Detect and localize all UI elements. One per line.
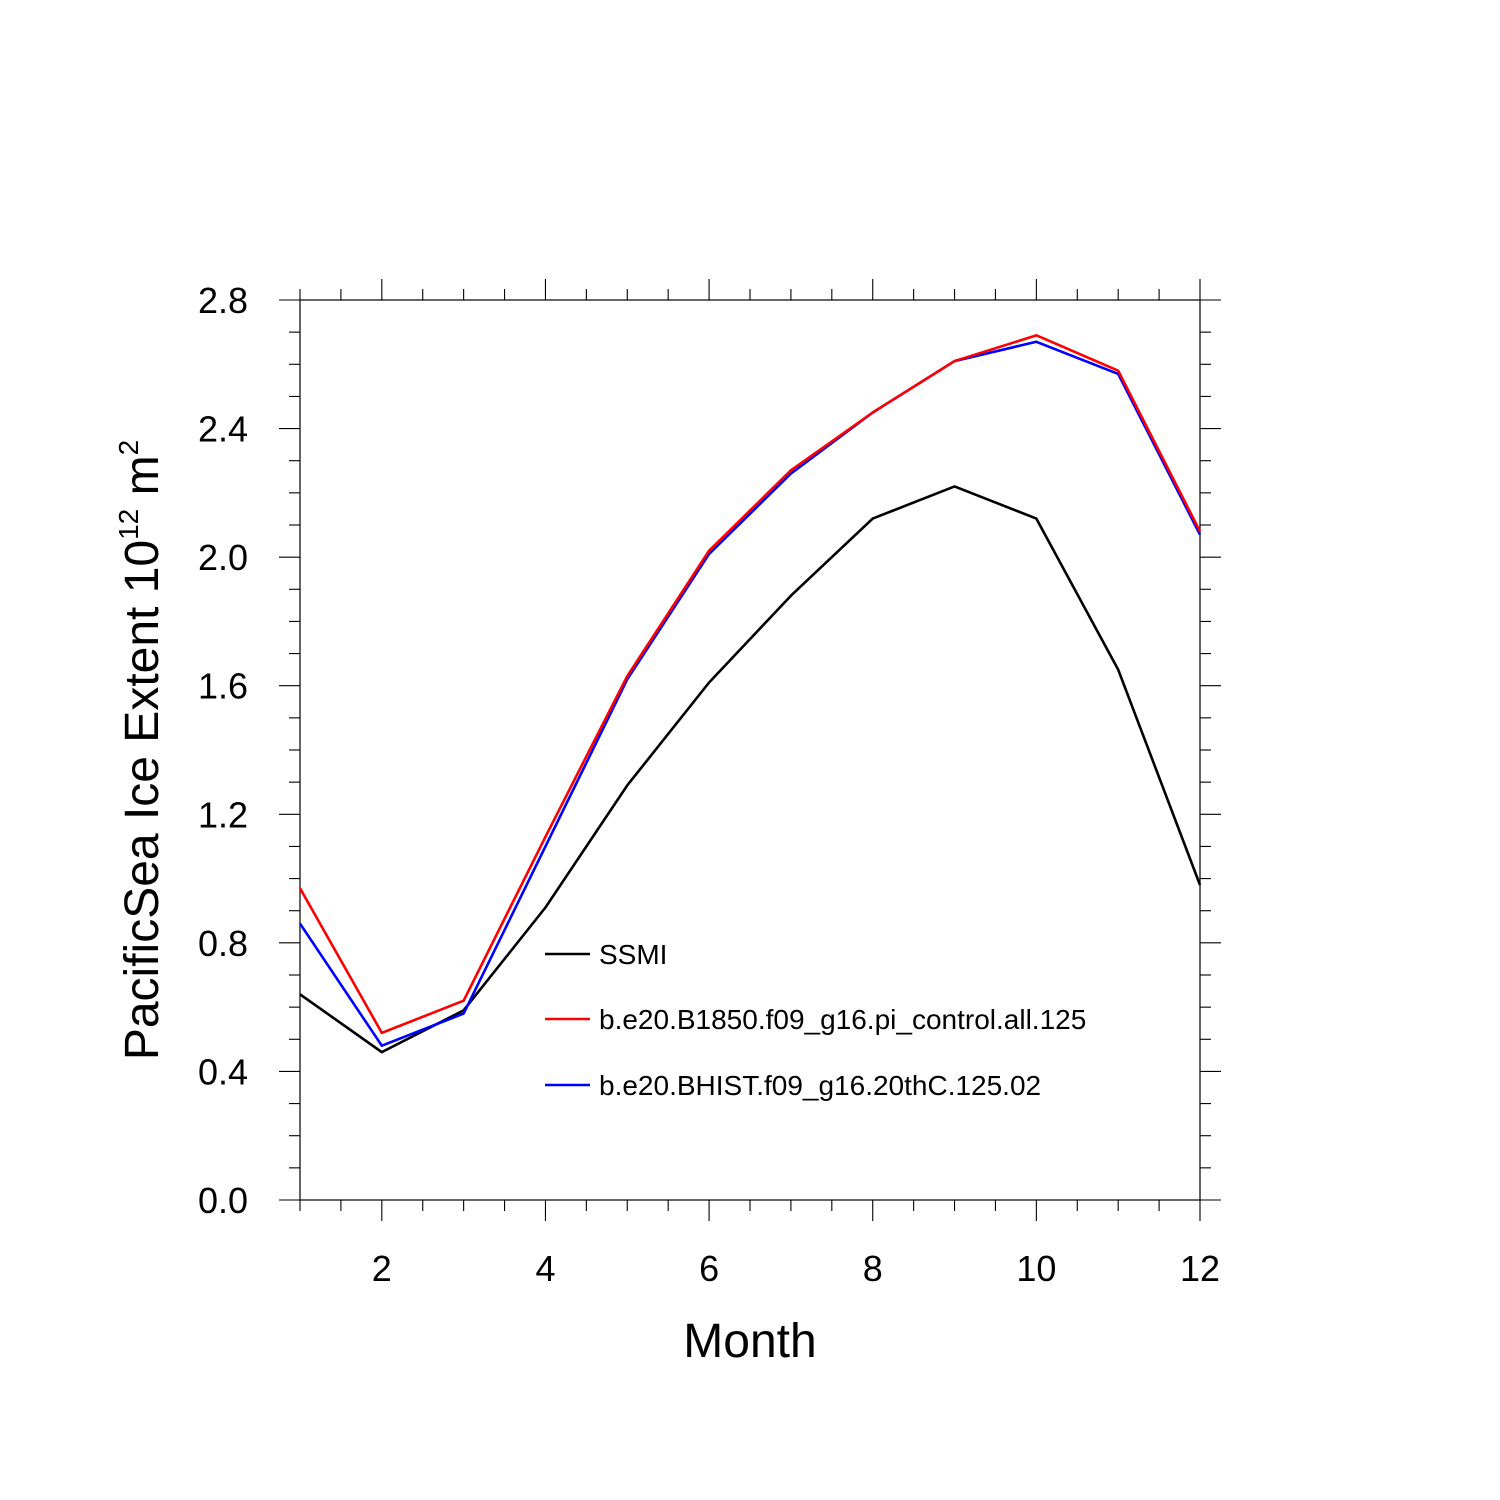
y-tick-label: 2.0 <box>198 537 248 578</box>
x-tick-label: 2 <box>372 1248 392 1289</box>
series-line-2 <box>298 334 1202 1035</box>
x-tick-label: 6 <box>699 1248 719 1289</box>
legend-label: b.e20.BHIST.f09_g16.20thC.125.02 <box>599 1070 1041 1101</box>
y-tick-label: 0.4 <box>198 1051 248 1092</box>
y-tick-label: 2.8 <box>198 280 248 321</box>
y-axis-title-unit: m <box>116 455 169 508</box>
y-tick-label: 1.2 <box>198 794 248 835</box>
y-tick-label: 0.0 <box>198 1180 248 1221</box>
legend-item: b.e20.BHIST.f09_g16.20thC.125.02 <box>545 1070 1041 1101</box>
series-line-1 <box>299 485 1202 1054</box>
x-tick-label: 12 <box>1180 1248 1220 1289</box>
x-tick-labels: 2 4 6 8 10 12 <box>372 1248 1220 1289</box>
ticks-layer <box>279 279 1221 1221</box>
x-tick-label: 4 <box>535 1248 555 1289</box>
y-tick-label: 2.4 <box>198 409 248 450</box>
y-tick-label: 1.6 <box>198 666 248 707</box>
x-tick-label: 8 <box>863 1248 883 1289</box>
y-tick-label: 0.8 <box>198 923 248 964</box>
y-tick-labels: 0.0 0.4 0.8 1.2 1.6 2.0 2.4 2.8 <box>198 280 248 1221</box>
legend: SSMI b.e20.B1850.f09_g16.pi_control.all.1… <box>545 939 1086 1101</box>
series-line-3 <box>298 340 1202 1048</box>
legend-label: b.e20.B1850.f09_g16.pi_control.all.125 <box>599 1004 1086 1035</box>
x-axis-title: Month <box>683 1315 816 1368</box>
series-layer <box>298 334 1202 1054</box>
y-axis-title-main: PacificSea Ice Extent 10 <box>116 540 169 1060</box>
legend-label: SSMI <box>599 939 667 970</box>
plot-frame <box>299 299 1201 1201</box>
x-tick-label: 10 <box>1016 1248 1056 1289</box>
y-axis-title: PacificSea Ice Extent 1012 m2 <box>113 440 169 1060</box>
legend-item: SSMI <box>545 939 667 970</box>
y-axis-title-exponent: 12 <box>113 509 144 540</box>
y-axis-title-unit-exponent: 2 <box>113 440 144 456</box>
legend-item: b.e20.B1850.f09_g16.pi_control.all.125 <box>545 1004 1086 1035</box>
